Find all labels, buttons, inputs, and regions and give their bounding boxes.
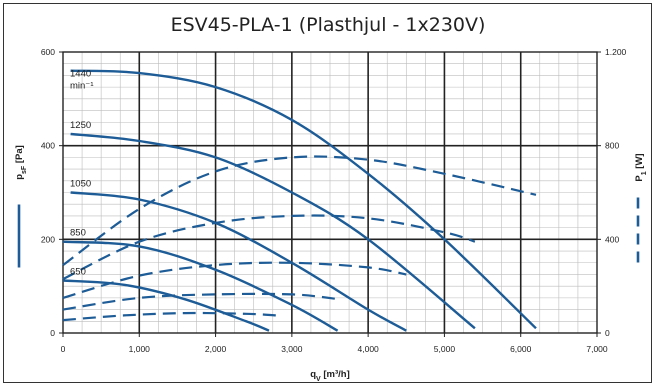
speed-label-1050: 1050 [70, 179, 91, 190]
labels-group: qV [m³/h] psF [Pa] P1 [W] 1440 1250 1050 850 65… [14, 69, 648, 383]
speed-label-1250: 1250 [70, 120, 91, 131]
series-group [62, 69, 537, 332]
speed-unit-label: min⁻¹ [70, 81, 94, 92]
x-tick-label: 0 [61, 344, 66, 354]
y-right-tick-label: 0 [605, 328, 610, 338]
x-tick-label: 7,000 [586, 344, 608, 354]
x-tick-label: 3,000 [281, 344, 303, 354]
y-left-tick-label: 600 [41, 47, 55, 57]
pressure-curve-850 [62, 240, 339, 332]
y-left-tick-label: 0 [50, 328, 55, 338]
x-tick-label: 2,000 [205, 344, 227, 354]
speed-label-850: 850 [70, 228, 86, 239]
power-curve-850 [62, 292, 338, 311]
y-right-tick-label: 800 [605, 141, 619, 151]
y-right-tick-label: 400 [605, 234, 619, 244]
chart-title: ESV45-PLA-1 (Plasthjul - 1x230V) [170, 14, 486, 36]
power-curve-1050 [62, 261, 407, 299]
y-left-tick-label: 400 [41, 141, 55, 151]
x-tick-label: 1,000 [129, 344, 151, 354]
y-left-tick-label: 200 [41, 234, 55, 244]
plot-border [62, 51, 598, 334]
y-right-tick-label: 1.200 [605, 47, 627, 57]
pressure-curve-1250 [70, 132, 476, 330]
x-tick-label: 4,000 [358, 344, 380, 354]
axes: 0 1,000 2,000 3,000 4,000 5,000 6,000 7,000 0 200… [41, 47, 627, 354]
chart-frame [3, 3, 652, 383]
y-left-axis-label: psF [Pa] [14, 145, 28, 180]
x-tick-label: 6,000 [510, 344, 532, 354]
pressure-curve-1050 [70, 191, 407, 332]
x-tick-label: 5,000 [434, 344, 456, 354]
speed-label-1440: 1440 [70, 69, 91, 80]
pressure-curve-1440 [70, 69, 537, 330]
power-curve-1250 [62, 214, 476, 281]
x-axis-label: qV [m³/h] [310, 369, 350, 383]
power-curve-1440 [62, 155, 537, 266]
speed-label-650: 650 [70, 267, 86, 278]
y-right-axis-label: P1 [W] [634, 153, 648, 181]
pressure-curve-650 [62, 279, 270, 332]
power-curve-650 [62, 311, 277, 322]
grid [63, 52, 597, 333]
